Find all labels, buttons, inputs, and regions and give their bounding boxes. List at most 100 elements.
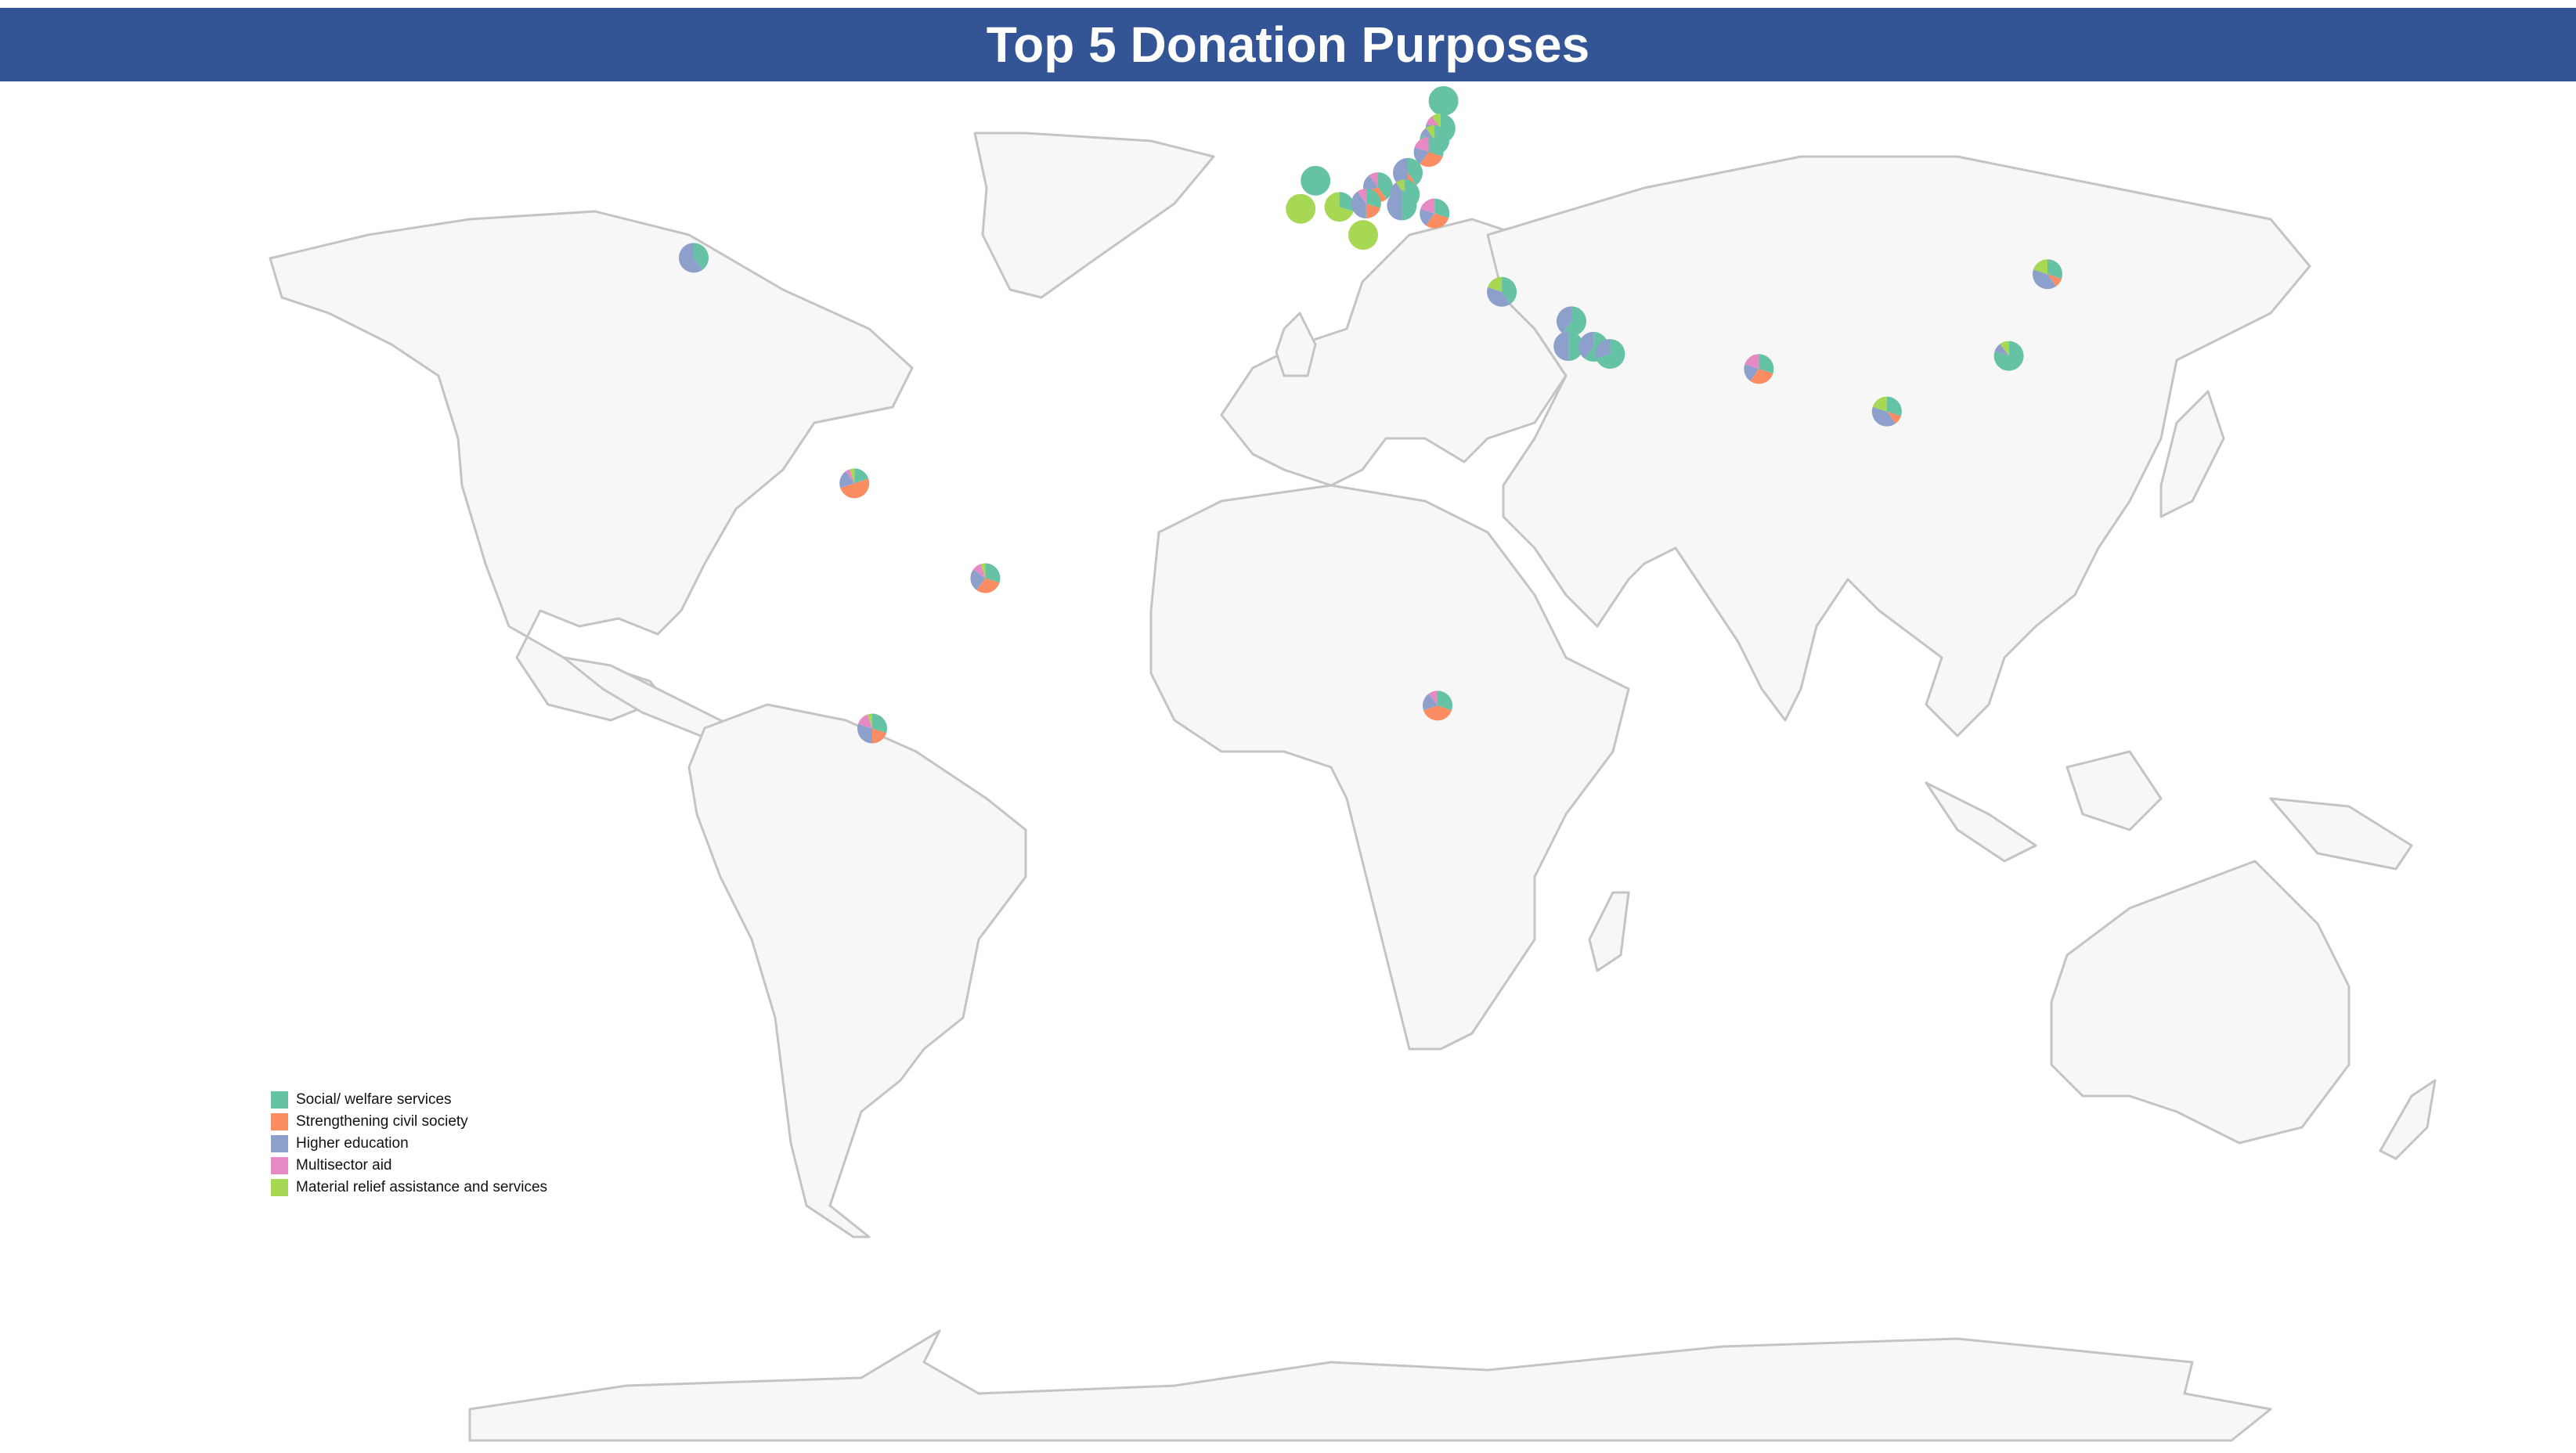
pie-slice <box>694 243 709 270</box>
pie-marker-france[interactable] <box>1286 193 1316 224</box>
pie-slice <box>1568 331 1584 362</box>
pie-slice <box>872 728 887 744</box>
land-shape <box>2379 1079 2437 1160</box>
pie-marker-italy[interactable] <box>1348 220 1378 251</box>
pie-slice <box>1556 306 1571 334</box>
pie-slice <box>1744 364 1759 381</box>
legend-label: Material relief assistance and services <box>296 1179 548 1195</box>
legend-swatch <box>271 1157 288 1174</box>
land-shape <box>2159 390 2225 518</box>
pie-marker-taiwan[interactable] <box>1993 341 2024 371</box>
pie-slice <box>1440 114 1456 141</box>
pie-slice <box>1434 198 1450 218</box>
pie-slice <box>1426 116 1441 129</box>
legend: Social/ welfare services Strengthening c… <box>271 1089 547 1199</box>
land-shape <box>1925 781 2037 863</box>
pie-slice <box>846 469 855 484</box>
legend-item-civil-society: Strengthening civil society <box>271 1111 547 1133</box>
legend-item-material-relief: Material relief assistance and services <box>271 1177 547 1199</box>
pie-slice <box>1596 339 1625 370</box>
pie-slice <box>840 478 870 499</box>
pie-slice <box>1366 189 1381 208</box>
pie-slice <box>2047 259 2062 279</box>
land-shape <box>2269 797 2413 871</box>
pie-marker-saudi_arabia[interactable] <box>1553 331 1584 362</box>
pie-slice <box>1413 147 1429 164</box>
pie-slice <box>1488 276 1503 292</box>
pie-marker-finland[interactable] <box>1428 85 1459 116</box>
pie-slice <box>1423 705 1452 721</box>
pie-marker-usa[interactable] <box>678 243 709 273</box>
pie-slice <box>1378 172 1394 200</box>
pie-marker-brazil[interactable] <box>970 563 1001 593</box>
pie-slice <box>1872 396 1887 412</box>
pie-slice <box>1420 208 1435 225</box>
pie-marker-india[interactable] <box>1744 354 1774 384</box>
pie-marker-layer <box>678 85 2062 744</box>
pie-slice <box>850 468 855 484</box>
pie-marker-thailand[interactable] <box>1871 396 1902 427</box>
world-map <box>269 85 2437 1442</box>
pie-slice <box>2033 259 2047 275</box>
pie-slice <box>1351 191 1366 219</box>
pie-slice <box>1366 204 1380 219</box>
pie-slice <box>1387 190 1402 221</box>
legend-swatch <box>271 1179 288 1196</box>
pie-slice <box>1431 114 1441 129</box>
pie-slice <box>1408 157 1423 186</box>
land-shape <box>973 132 1215 299</box>
land-shape <box>687 703 1027 1238</box>
pie-slice <box>985 563 1001 583</box>
pie-slice <box>1420 128 1435 141</box>
pie-slice <box>1428 85 1459 116</box>
pie-slice <box>1744 354 1759 370</box>
pie-slice <box>1428 690 1438 706</box>
land-layer <box>269 132 2437 1442</box>
pie-marker-colombia[interactable] <box>839 468 870 499</box>
pie-slice <box>1423 693 1438 711</box>
pie-marker-austria[interactable] <box>1351 189 1381 219</box>
land-shape <box>1149 484 1630 1051</box>
pie-slice <box>1759 354 1774 374</box>
pie-slice <box>1426 125 1435 141</box>
legend-swatch <box>271 1113 288 1130</box>
pie-slice <box>1438 690 1453 711</box>
pie-slice <box>1487 287 1511 307</box>
pie-marker-chile[interactable] <box>857 713 888 744</box>
pie-slice <box>976 578 1000 593</box>
pie-slice <box>1402 190 1417 221</box>
legend-label: Social/ welfare services <box>296 1091 452 1108</box>
pie-slice <box>857 714 872 729</box>
pie-slice <box>857 723 872 744</box>
pie-marker-uae[interactable] <box>1595 339 1625 370</box>
pie-slice <box>1562 306 1586 337</box>
pie-slice <box>1414 137 1429 153</box>
land-shape <box>2065 750 2163 831</box>
legend-label: Higher education <box>296 1135 409 1152</box>
legend-swatch <box>271 1091 288 1109</box>
pie-marker-south_korea[interactable] <box>2033 259 2062 290</box>
page-title: Top 5 Donation Purposes <box>986 16 1590 73</box>
pie-slice <box>1301 165 1331 196</box>
pie-slice <box>1595 339 1611 359</box>
pie-slice <box>1369 172 1378 188</box>
pie-slice <box>868 713 872 729</box>
pie-slice <box>1886 411 1901 424</box>
pie-slice <box>854 468 869 484</box>
pie-marker-romania[interactable] <box>1420 198 1450 229</box>
pie-slice <box>1420 152 1443 168</box>
land-shape <box>468 1329 2272 1442</box>
pie-marker-belgium[interactable] <box>1301 165 1331 196</box>
pie-marker-kuwait[interactable] <box>1556 306 1586 337</box>
pie-marker-switzerland[interactable] <box>1324 192 1355 222</box>
land-shape <box>1275 312 1317 377</box>
pie-slice <box>2033 269 2057 290</box>
pie-marker-south_africa[interactable] <box>1423 690 1453 721</box>
legend-item-higher-education: Higher education <box>271 1133 547 1155</box>
pie-slice <box>872 713 888 734</box>
pie-marker-hungary[interactable] <box>1387 190 1417 221</box>
pie-marker-lithuania[interactable] <box>1413 137 1444 168</box>
pie-slice <box>1420 198 1435 214</box>
pie-marker-lebanon[interactable] <box>1487 276 1517 307</box>
legend-swatch <box>271 1135 288 1152</box>
